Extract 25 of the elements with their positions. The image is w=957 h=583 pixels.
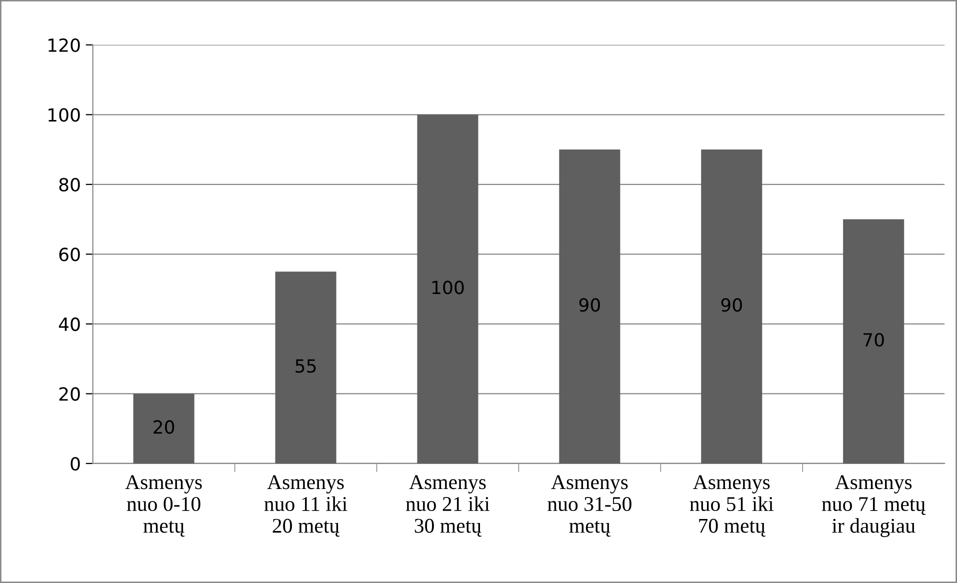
data-label: 100 — [432, 280, 464, 294]
y-tick-label: 40 — [58, 317, 80, 332]
y-tick-label: 0 — [70, 456, 80, 471]
x-tick-label: Asmenys nuo 71 metų ir daugiau — [822, 475, 926, 538]
data-label: 90 — [579, 298, 600, 312]
bar — [701, 150, 762, 464]
data-label: 70 — [864, 332, 884, 347]
data-label: 20 — [154, 420, 174, 434]
data-label: 55 — [296, 359, 316, 373]
x-tick-label: Asmenys nuo 51 iki 70 metų — [690, 475, 774, 537]
x-tick-label: Asmenys nuo 21 iki 30 metų — [406, 475, 490, 537]
bar — [133, 394, 194, 464]
bar — [559, 150, 620, 464]
data-label: 90 — [721, 298, 742, 312]
x-tick-label: Asmenys nuo 11 iki 20 metų — [264, 475, 348, 537]
bar — [417, 114, 478, 464]
y-tick-label: 60 — [59, 248, 80, 262]
y-tick-label: 20 — [59, 387, 80, 401]
y-tick-label: 80 — [59, 178, 80, 192]
y-tick-label: 120 — [48, 38, 80, 52]
x-tick-label: Asmenys nuo 0-10 metų — [125, 475, 202, 537]
bar — [843, 219, 904, 464]
y-tick-label: 100 — [48, 108, 80, 122]
bar — [275, 272, 336, 464]
x-tick-label: Asmenys nuo 31-50 metų — [548, 475, 632, 537]
